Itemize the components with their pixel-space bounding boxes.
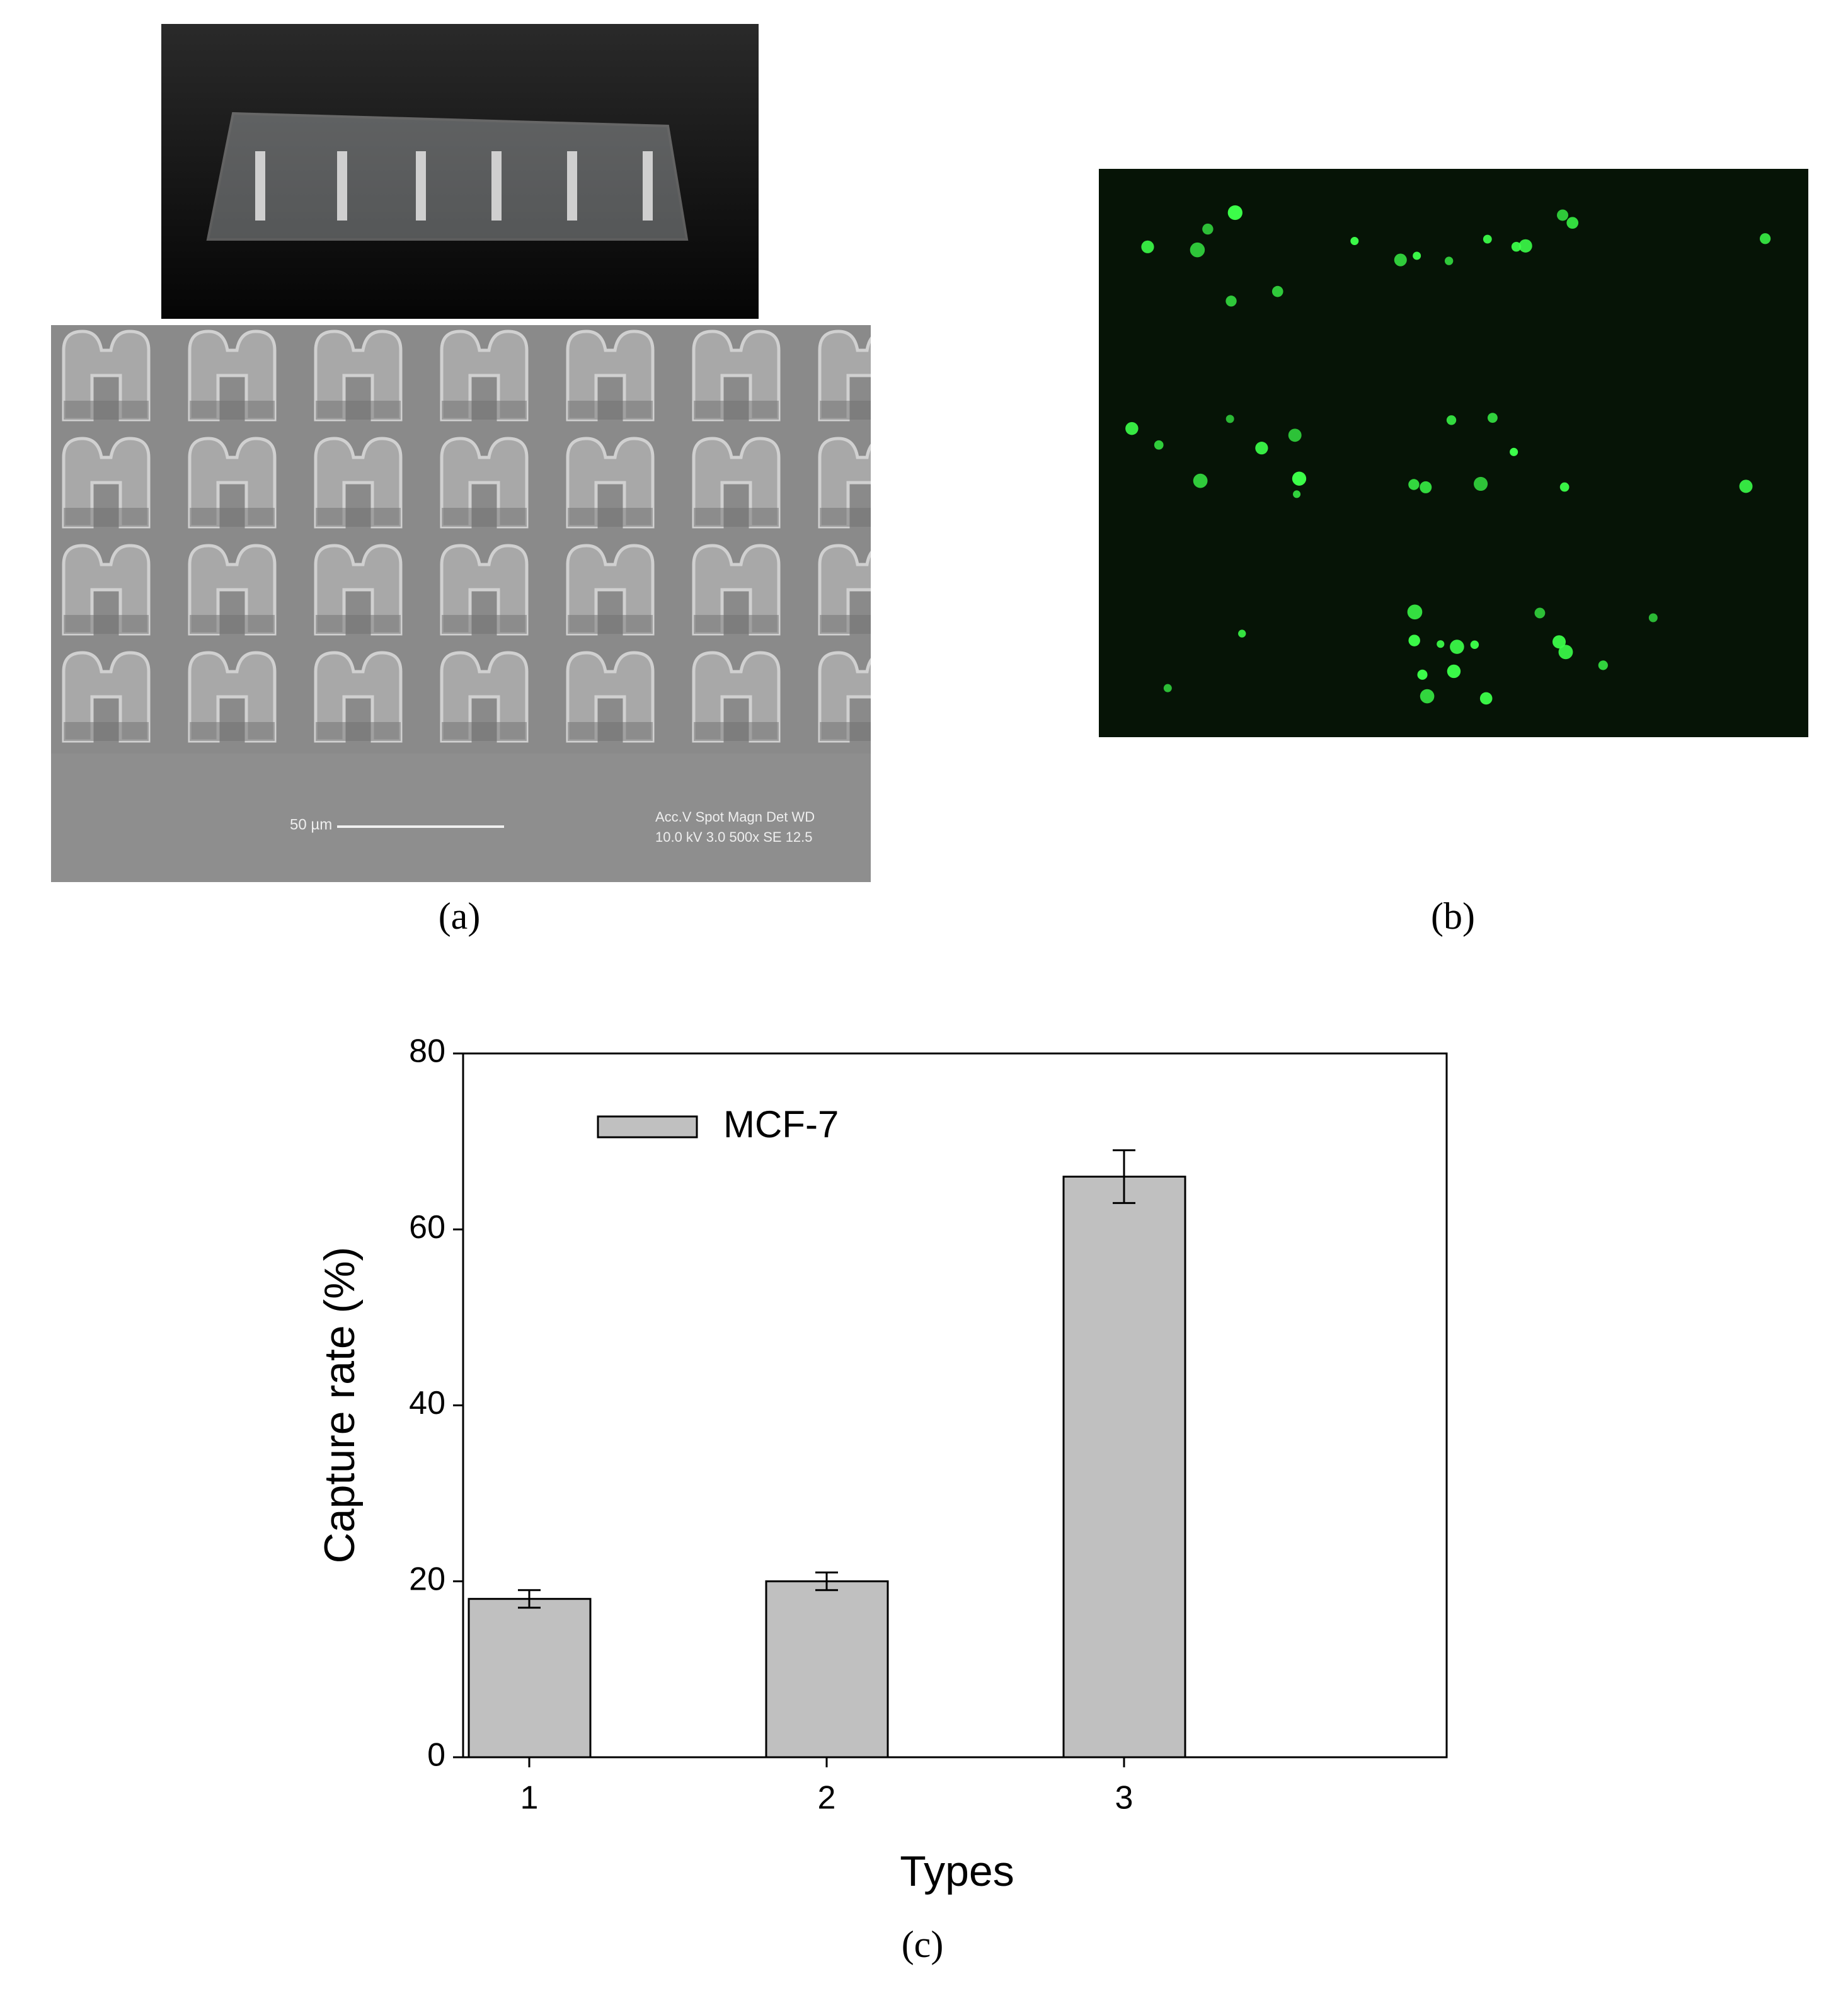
- cell: [1407, 604, 1423, 620]
- cell: [1510, 447, 1518, 456]
- cell: [1238, 629, 1246, 638]
- cell: [1163, 684, 1172, 692]
- y-tick-label: 60: [409, 1209, 445, 1246]
- panel-label: (b): [1431, 895, 1475, 937]
- cell: [1518, 239, 1532, 253]
- bar: [1062, 1175, 1186, 1759]
- cell: [1394, 253, 1407, 267]
- cell: [1141, 240, 1154, 253]
- cell: [1559, 482, 1570, 492]
- cell: [1225, 415, 1234, 423]
- cell: [1293, 490, 1301, 498]
- cell: [1437, 640, 1445, 648]
- cell: [1759, 233, 1771, 244]
- cell: [1125, 422, 1139, 435]
- error-bar: [518, 1589, 541, 1609]
- cell: [1350, 237, 1359, 245]
- legend-swatch: [597, 1115, 698, 1139]
- cell: [1566, 217, 1579, 229]
- cell: [1511, 241, 1522, 252]
- cell: [1470, 640, 1479, 649]
- cell: [1225, 295, 1237, 307]
- bar: [468, 1598, 592, 1759]
- cell: [1447, 664, 1461, 679]
- cell: [1534, 607, 1546, 619]
- sem-base: [51, 754, 871, 882]
- sem-scale: 50 µm: [290, 816, 332, 833]
- y-tick-label: 20: [409, 1561, 445, 1597]
- sem-header: Acc.V Spot Magn Det WD: [655, 809, 815, 825]
- cell: [1190, 242, 1205, 258]
- sem-values: 10.0 kV 3.0 500x SE 12.5: [655, 829, 813, 845]
- x-tick-label: 3: [1115, 1780, 1133, 1816]
- cell: [1408, 479, 1420, 490]
- cell: [1417, 669, 1428, 680]
- cell: [1598, 660, 1608, 670]
- cell: [1193, 473, 1208, 488]
- cell: [1292, 471, 1307, 486]
- x-tick-label: 2: [818, 1780, 836, 1816]
- cell: [1552, 635, 1566, 649]
- cell: [1420, 481, 1432, 493]
- channels: [255, 151, 653, 221]
- cell: [1202, 223, 1214, 235]
- cell: [1483, 234, 1492, 244]
- cell: [1444, 256, 1454, 265]
- x-tick-label: 1: [520, 1780, 539, 1816]
- cell: [1558, 645, 1573, 660]
- panel-label: (a): [439, 895, 481, 937]
- cell: [1227, 205, 1243, 221]
- cell: [1487, 413, 1498, 423]
- error-bar: [1113, 1149, 1135, 1204]
- cell: [1154, 440, 1164, 450]
- cell: [1420, 689, 1435, 704]
- cell: [1739, 479, 1753, 493]
- x-axis-label: Types: [900, 1847, 1014, 1895]
- cell: [1474, 476, 1488, 491]
- y-tick-label: 80: [409, 1033, 445, 1070]
- cell: [1479, 692, 1493, 705]
- cell: [1648, 613, 1658, 623]
- y-tick-label: 0: [427, 1737, 445, 1774]
- cell: [1271, 285, 1283, 297]
- cell: [1446, 415, 1457, 425]
- plot-frame: [462, 1052, 1448, 1759]
- cell: [1288, 428, 1302, 442]
- panel-label: (c): [902, 1924, 944, 1965]
- bar: [765, 1580, 889, 1759]
- error-bar: [815, 1571, 838, 1592]
- legend-label: MCF-7: [723, 1103, 839, 1145]
- y-tick-label: 40: [409, 1385, 445, 1421]
- y-axis-label: Capture rate (%): [316, 1247, 364, 1564]
- cell: [1413, 251, 1421, 260]
- cell: [1408, 634, 1420, 646]
- cell: [1557, 209, 1569, 221]
- cell: [1450, 640, 1464, 654]
- cells: [1125, 205, 1771, 705]
- cell: [1255, 442, 1268, 455]
- chip: [206, 112, 689, 241]
